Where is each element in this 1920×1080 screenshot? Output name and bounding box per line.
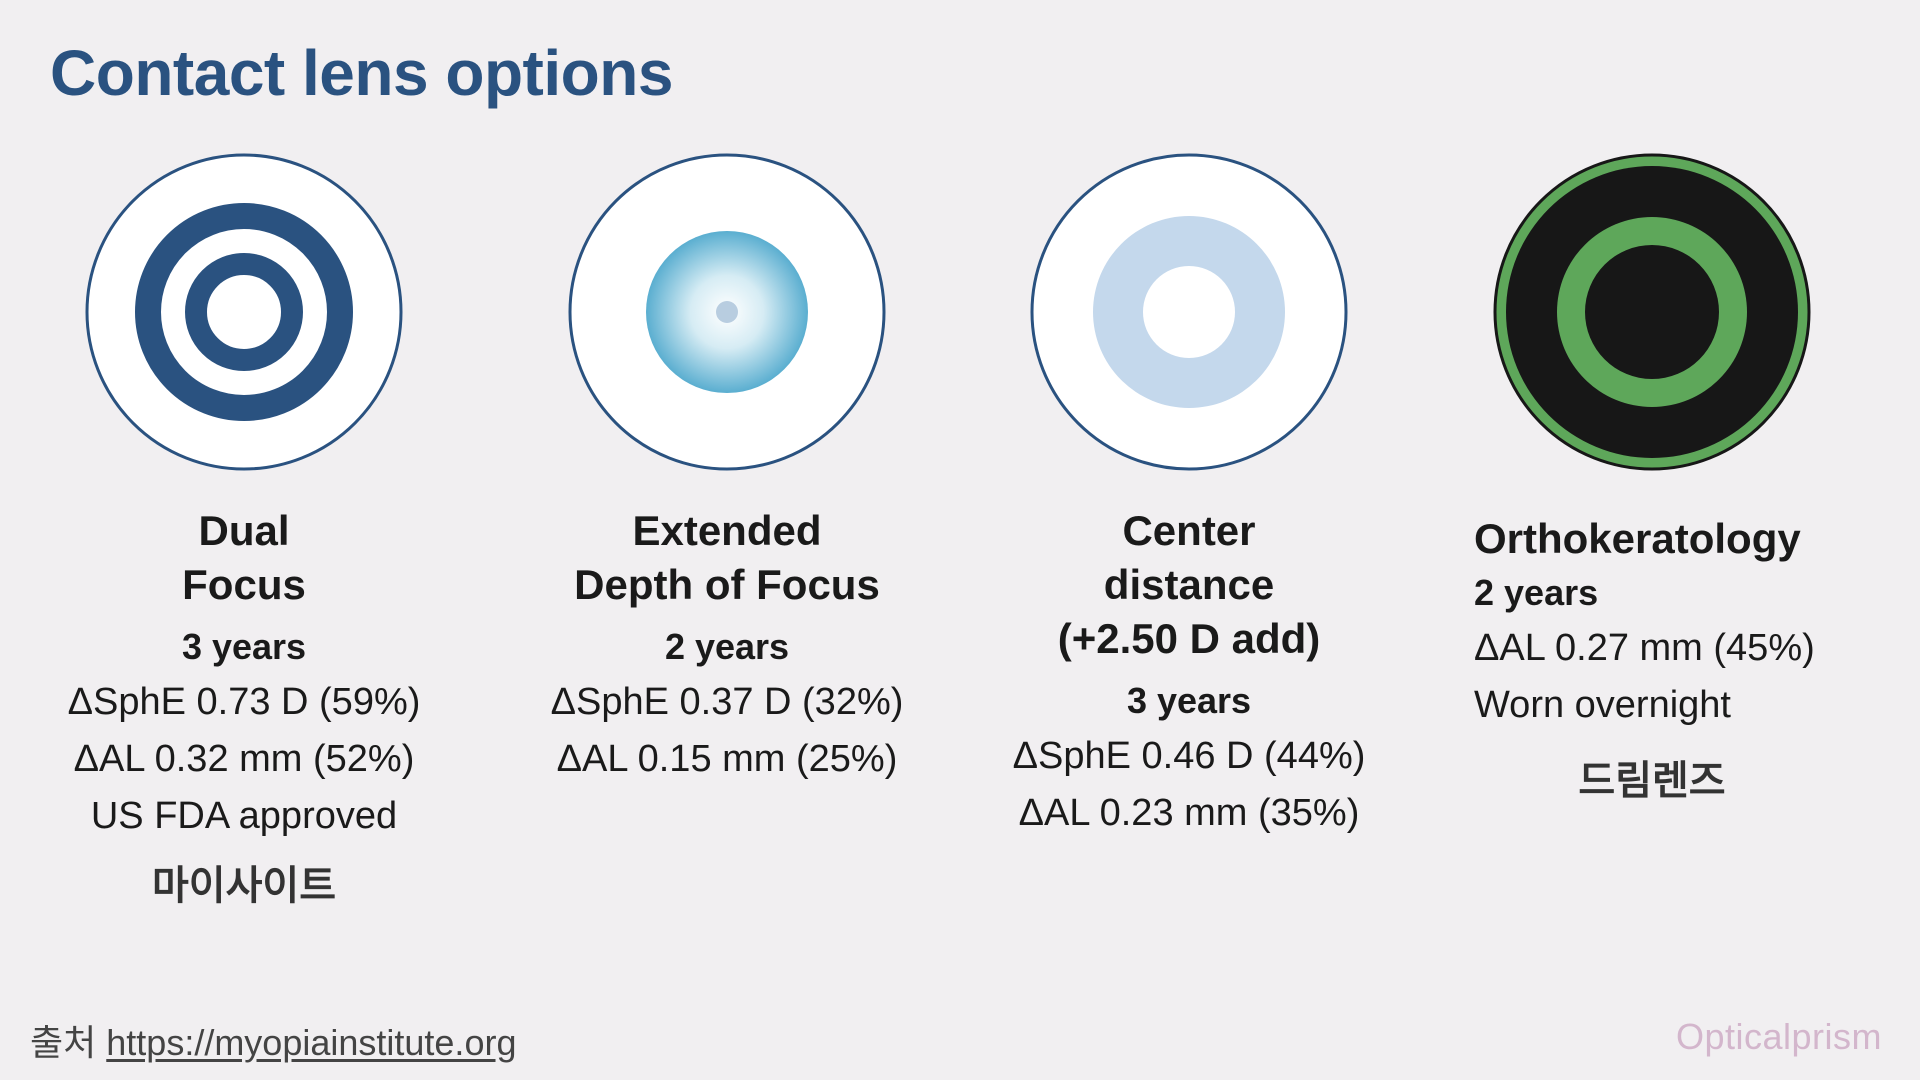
option-brand: 드림렌즈	[1578, 759, 1726, 803]
option-years: 2 years	[664, 626, 790, 667]
option-stat: ΔSphE 0.73 D (59%)	[67, 681, 421, 723]
option-stat: ΔAL 0.32 mm (52%)	[73, 738, 415, 780]
option-stat: ΔSphE 0.46 D (44%)	[1012, 735, 1366, 777]
slide-title: Contact lens options	[50, 37, 673, 109]
option-years: 3 years	[1126, 680, 1252, 721]
option-name: Dual Focus	[182, 507, 306, 608]
option-stat: ΔSphE 0.37 D (32%)	[550, 681, 904, 723]
option-stat: US FDA approved	[90, 795, 398, 837]
footer-brand: Opticalprism	[1675, 1016, 1882, 1057]
source-label: 출처	[30, 1022, 97, 1063]
option-stat: ΔAL 0.27 mm (45%)	[1474, 627, 1815, 669]
option-stat: Worn overnight	[1474, 684, 1731, 726]
option-name: Extended Depth of Focus	[574, 507, 880, 608]
option-stat: ΔAL 0.23 mm (35%)	[1018, 792, 1360, 834]
option-name: Center distance (+2.50 D add)	[1057, 507, 1321, 662]
option-dual-focus: Dual Focus 3 years ΔSphE 0.73 D (59%) ΔA…	[12, 150, 476, 913]
source-link[interactable]: https://myopiainstitute.org	[106, 1022, 517, 1063]
orthokeratology-lens-icon	[1493, 153, 1811, 471]
option-name: Orthokeratology	[1474, 515, 1801, 562]
option-stat: ΔAL 0.15 mm (25%)	[556, 738, 898, 780]
source-citation: 출처 https://myopiainstitute.org	[30, 1014, 516, 1066]
edof-lens-icon	[568, 153, 886, 471]
option-years: 2 years	[1474, 572, 1599, 613]
option-brand: 마이사이트	[152, 864, 336, 908]
dual-focus-lens-icon	[85, 153, 403, 471]
option-center-distance: Center distance (+2.50 D add) 3 years ΔS…	[957, 150, 1421, 842]
center-distance-lens-icon	[1030, 153, 1348, 471]
option-extended-depth-of-focus: Extended Depth of Focus 2 years ΔSphE 0.…	[495, 150, 959, 788]
option-years: 3 years	[181, 626, 307, 667]
option-orthokeratology: Orthokeratology 2 years ΔAL 0.27 mm (45%…	[1420, 150, 1884, 808]
option-text: Orthokeratology 2 years ΔAL 0.27 mm (45%…	[1420, 512, 1884, 808]
